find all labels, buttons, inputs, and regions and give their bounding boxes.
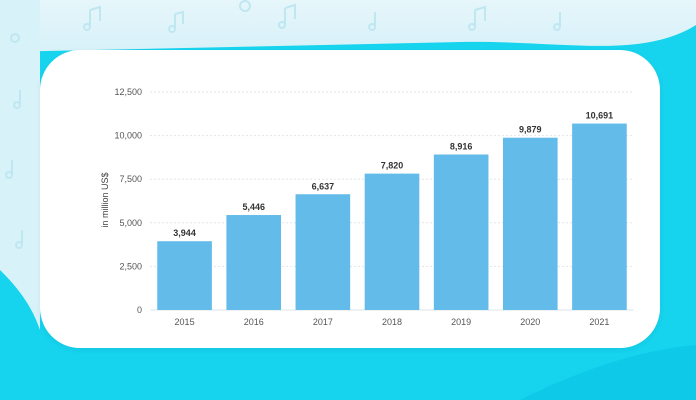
- data-label-2015: 3,944: [173, 228, 196, 238]
- y-tick-label: 0: [137, 305, 142, 315]
- music-note-icon: [5, 0, 561, 249]
- y-tick-label: 12,500: [114, 87, 142, 97]
- data-label-2020: 9,879: [519, 125, 542, 135]
- x-axis-ticks: 2015 2016 2017 2018 2019 2020 2021: [175, 317, 610, 327]
- data-label-2021: 10,691: [586, 111, 614, 121]
- bar-2016: [226, 215, 282, 310]
- bar-2020: [502, 137, 558, 310]
- y-tick-label: 2,500: [119, 261, 142, 271]
- bar-2015: [157, 241, 212, 310]
- data-label-2017: 6,637: [312, 181, 335, 191]
- bar-2018: [364, 173, 420, 310]
- data-label-2019: 8,916: [450, 142, 473, 152]
- y-axis-label: in million US$: [100, 172, 110, 227]
- bar-2017: [295, 194, 351, 310]
- y-tick-label: 5,000: [119, 218, 142, 228]
- data-label-2016: 5,446: [242, 202, 265, 212]
- bars: [157, 123, 627, 311]
- x-tick-label-2015: 2015: [175, 317, 195, 327]
- x-tick-label-2018: 2018: [382, 317, 402, 327]
- x-tick-label-2017: 2017: [313, 317, 333, 327]
- data-label-2018: 7,820: [381, 161, 404, 171]
- y-tick-label: 10,000: [114, 131, 142, 141]
- bar-2021: [572, 123, 627, 311]
- x-tick-label-2020: 2020: [520, 317, 540, 327]
- x-tick-label-2019: 2019: [451, 317, 471, 327]
- y-tick-label: 7,500: [119, 174, 142, 184]
- y-axis-ticks: 0 2,500 5,000 7,500 10,000 12,500: [114, 87, 142, 315]
- bar-2019: [433, 154, 489, 310]
- data-labels: 3,944 5,446 6,637 7,820 8,916 9,879 10,691: [173, 111, 613, 239]
- x-tick-label-2021: 2021: [589, 317, 609, 327]
- x-tick-label-2016: 2016: [244, 317, 264, 327]
